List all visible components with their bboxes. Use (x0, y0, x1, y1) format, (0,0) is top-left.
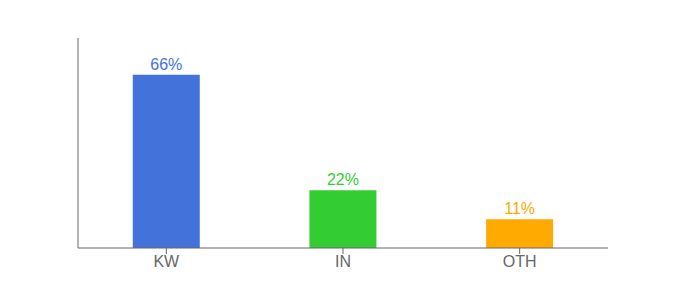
svg-text:22%: 22% (327, 171, 359, 188)
svg-text:KW: KW (153, 253, 180, 270)
svg-text:11%: 11% (504, 200, 535, 217)
svg-text:66%: 66% (150, 56, 182, 73)
svg-text:IN: IN (335, 253, 351, 270)
svg-text:OTH: OTH (503, 253, 537, 270)
